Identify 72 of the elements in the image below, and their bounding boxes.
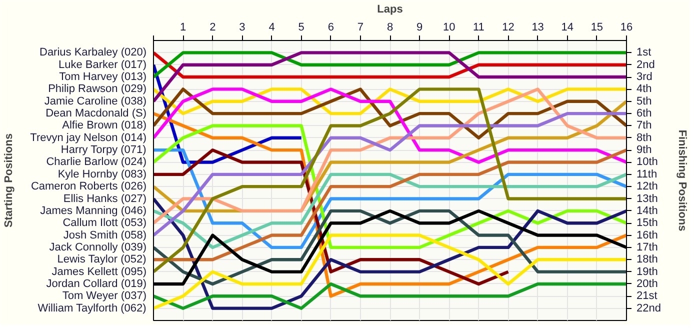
series-label: Kyle Hornby (083) [58,168,147,180]
series-label: Jack Connolly (039) [49,241,147,254]
series-label: Trevyn jay Nelson (014) [30,132,146,144]
series-label: Harry Torpy (071) [60,144,146,156]
y-tick-label: 8th [636,132,652,144]
y-tick-label: 18th [636,254,658,266]
text: Starting Positions [3,133,16,228]
line-series [154,51,626,103]
x-tick-label: 11 [472,22,484,34]
y-tick-label: 21st [636,290,658,302]
line-series [154,88,626,164]
x-tick-label: 16 [620,22,633,34]
series-label: Ellis Hanks (027) [63,192,146,205]
x-tick-label: 2 [210,22,216,34]
x-tick-label: 8 [386,22,394,34]
x-tick-label: 5 [298,22,304,34]
series-label: Lewis Taylor (052) [57,254,146,266]
x-tick-label: 9 [416,22,423,34]
y-tick-label: 16th [636,229,658,242]
series-label: Jamie Caroline (038) [44,95,147,108]
series-label: Alfie Brown (018) [62,120,147,132]
series-label: William Taylforth (062) [38,302,146,314]
y-tick-label: 14th [636,204,658,217]
y-tick-label: 5th [636,95,652,108]
x-tick-label: 4 [268,22,275,34]
series-label: Tom Weyer (037) [62,290,146,302]
line-series [154,172,626,250]
y-tick-label: 3rd [636,71,652,84]
y-tick-label: 11th [636,168,658,180]
line-series [154,88,626,274]
x-axis-title: Laps [377,4,403,16]
y-axis-title: Finishing Positions [676,130,688,232]
x-tick-label: 3 [239,22,246,34]
x-tick-label: 1 [180,22,186,34]
x-tick-label: 6 [328,22,334,34]
x-tick-label: 7 [357,22,364,34]
y-tick-label: 7th [636,120,652,132]
x-tick-label: 10 [443,22,456,34]
y-tick-label: 15th [636,217,658,230]
series-label: Dean Macdonald (S) [46,108,147,120]
line-series [154,88,626,140]
y-tick-label: 1st [636,46,652,59]
y-tick-label: 10th [636,156,658,168]
y-tick-label: 13th [636,192,658,205]
series-label: Philip Rawson (029) [48,83,146,96]
y-tick-label: 22nd [636,302,661,314]
x-tick-label: 15 [590,22,604,34]
y-tick-label: 12th [636,180,658,193]
series-label: Cameron Roberts (026) [30,180,147,193]
y-tick-label: 17th [636,241,658,254]
line-series [154,88,626,225]
series-label: Charlie Barlow (024) [46,156,147,168]
x-tick-label: 14 [561,22,574,34]
y-tick-label: 4th [636,83,652,96]
y-tick-label: 9th [636,144,652,156]
series-label: James Manning (046) [40,204,147,217]
y-tick-label: 6th [636,108,652,120]
x-tick-label: 13 [532,22,544,34]
series-label: Darius Karbaley (020) [40,46,147,59]
line-series [154,112,626,237]
line-series [154,234,626,310]
line-series [154,197,626,310]
series-label: Luke Barker (017) [58,58,147,71]
series-label: Callum Ilott (053) [62,217,147,230]
y-tick-label: 2nd [636,58,655,71]
x-tick-label: 12 [502,22,514,34]
y-tick-label: 19th [636,266,658,278]
series-label: Tom Harvey (013) [59,71,147,84]
y-tick-label: 20th [636,278,658,290]
series-label: Jordan Collard (019) [46,278,147,290]
series-label: James Kellett (095) [52,266,147,278]
series-label: Josh Smith (058) [63,229,147,242]
